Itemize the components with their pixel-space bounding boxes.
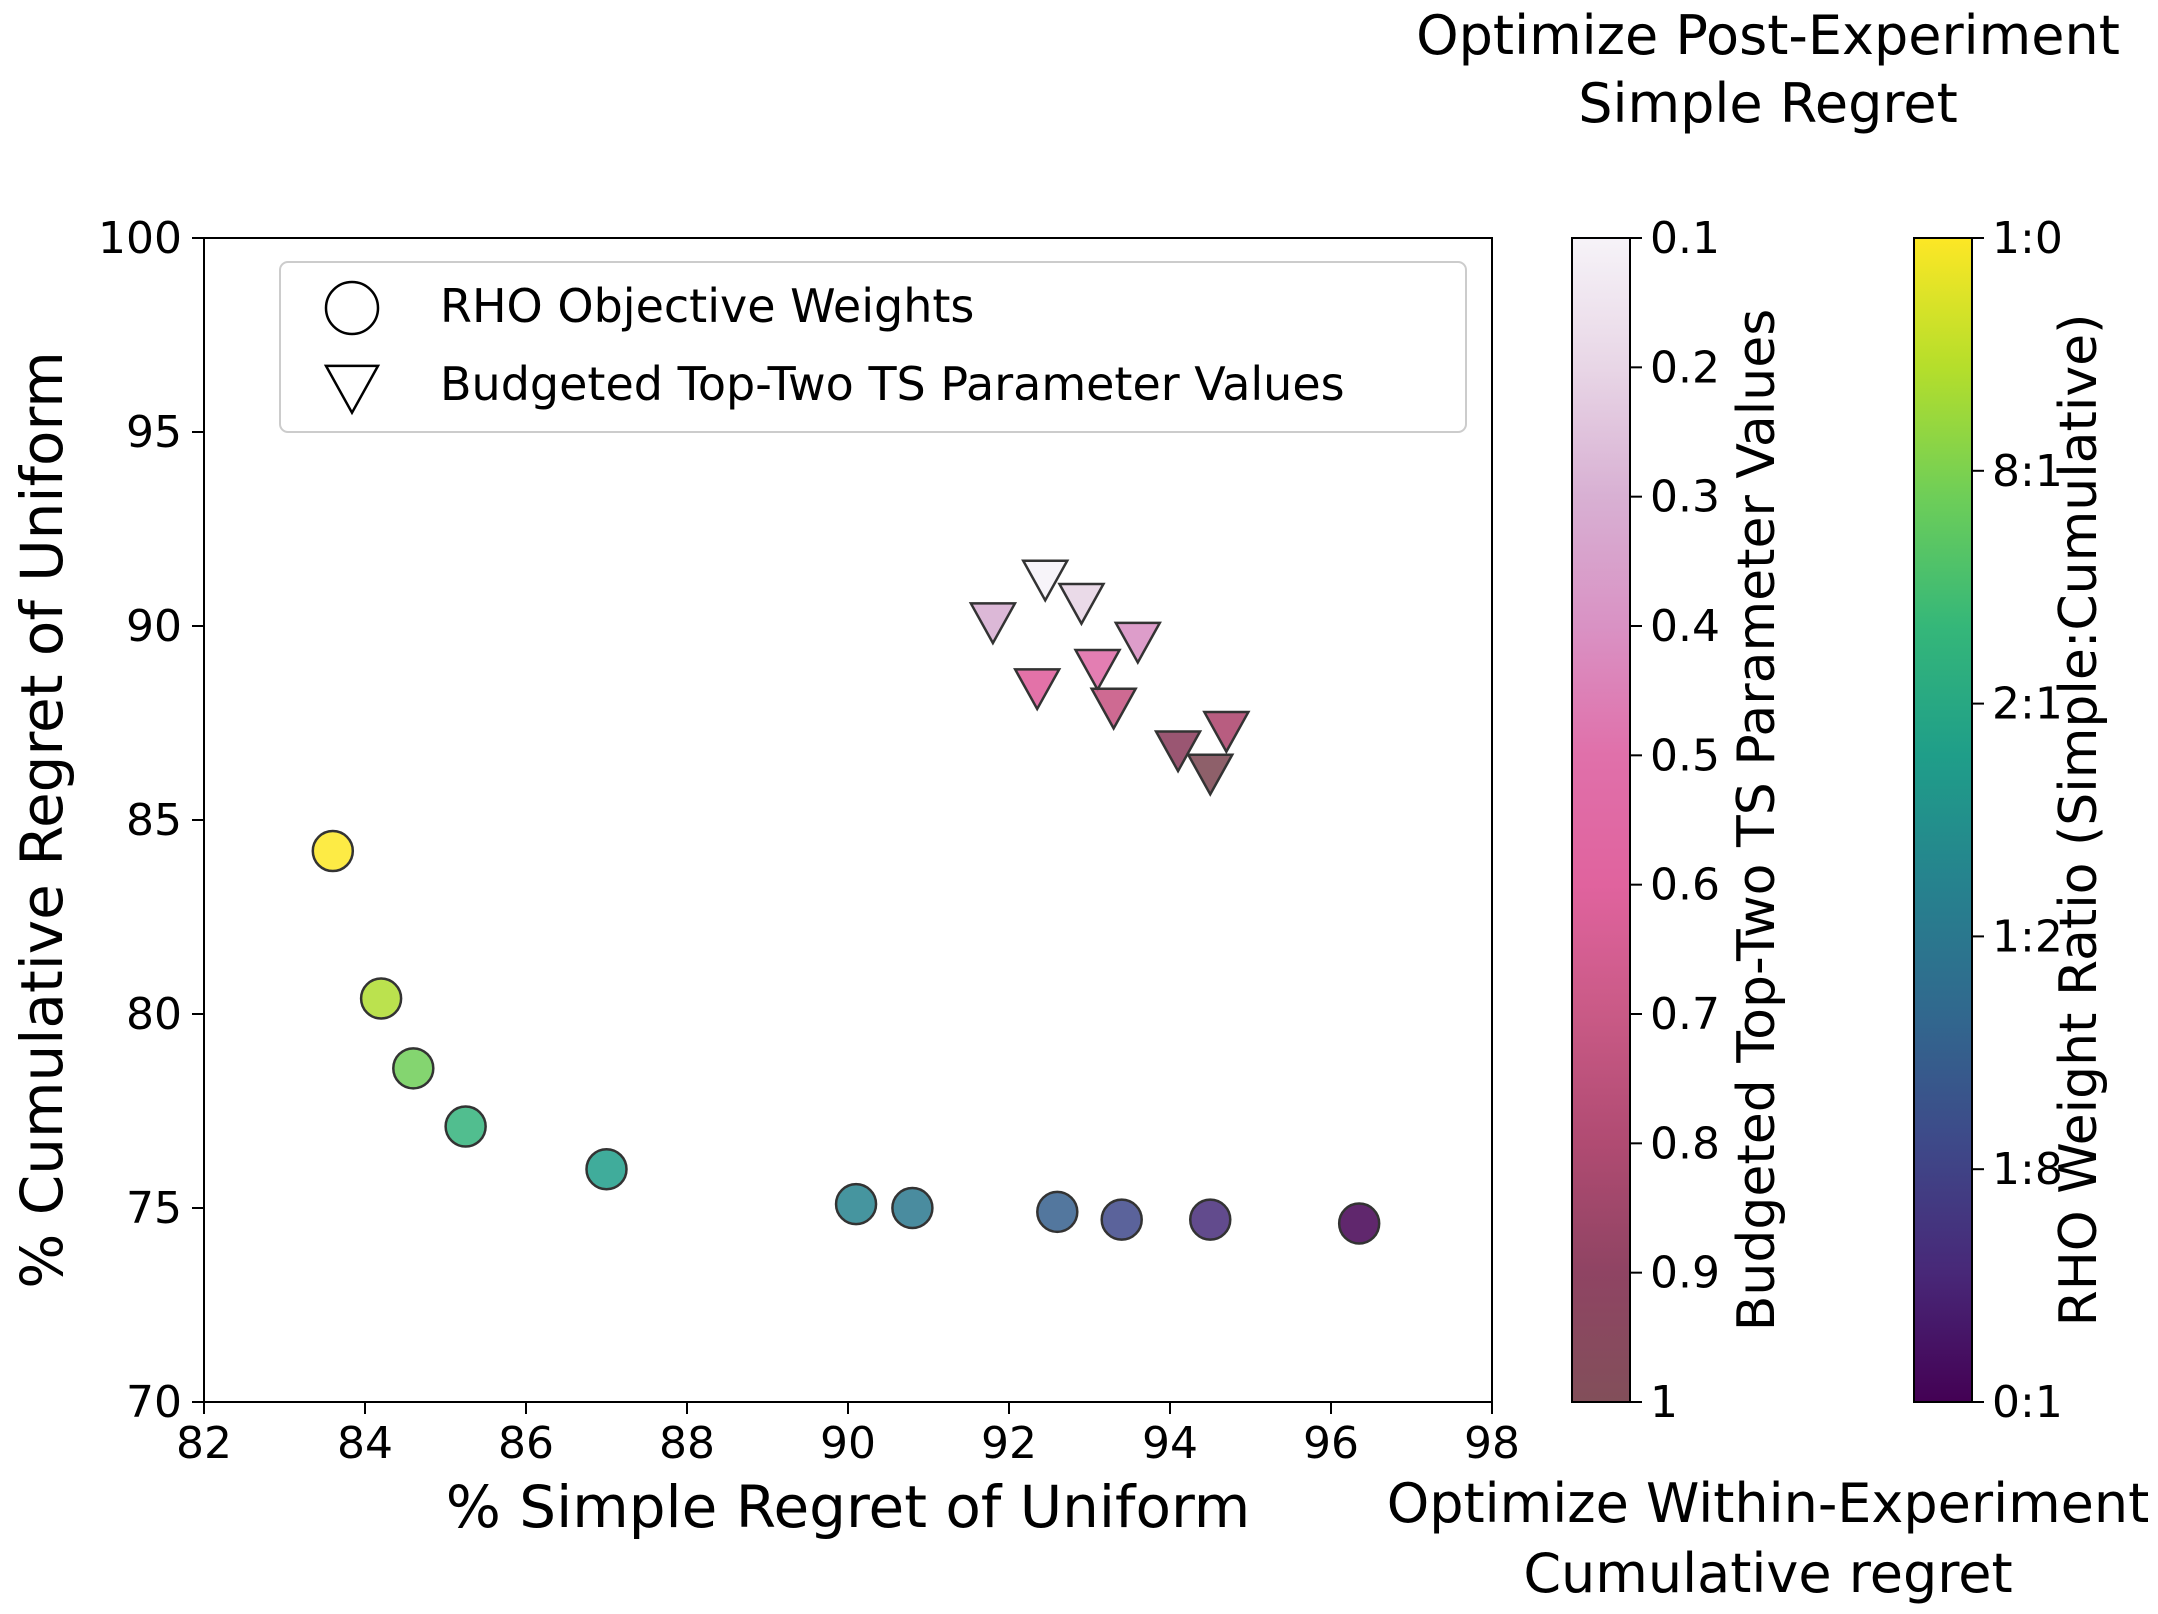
y-tick-label: 80 [126, 989, 182, 1040]
rho-point [1100, 1198, 1143, 1241]
colorbar-rho-weight-ratio: 1:0 8:1 2:1 1:2 1:8 0:1 RHO Weight Ratio (Simp… [1913, 213, 2109, 1428]
y-tick-label: 95 [126, 407, 182, 458]
colorbar-tick-label: 0.2 [1650, 342, 1720, 393]
rho-point [1036, 1190, 1079, 1234]
bottom-annotation-line-2: Cumulative regret [1523, 1542, 2012, 1605]
colorbar-tick-label: 0.5 [1650, 730, 1720, 781]
legend-circle-icon [324, 280, 380, 336]
rho-point [585, 1147, 628, 1191]
x-axis-label: % Simple Regret of Uniform [446, 1473, 1251, 1541]
legend-label-rho: RHO Objective Weights [440, 279, 974, 333]
x-tick-label: 94 [1142, 1418, 1198, 1469]
ts-point [1113, 621, 1162, 665]
x-tick-label: 86 [498, 1418, 554, 1469]
y-tick-label: 70 [126, 1377, 182, 1428]
ts-point [968, 602, 1018, 646]
y-axis-ticks: 70 75 80 85 90 95 100 [98, 213, 204, 1428]
rho-point [444, 1105, 487, 1148]
x-tick-label: 92 [981, 1418, 1037, 1469]
colorbar-tick-label: 1:2 [1992, 911, 2063, 962]
colorbar-ts-parameter: 0.1 0.2 0.3 0.4 0.5 0.6 0.7 0.8 0.9 1 Budgeted Top… [1571, 213, 1787, 1428]
colorbar-tick-label: 2:1 [1992, 679, 2063, 730]
rho-point [1337, 1202, 1381, 1245]
legend-box [279, 261, 1467, 433]
ts-point [1057, 582, 1106, 627]
colorbar-tick-label: 8:1 [1992, 446, 2063, 497]
rho-point [311, 829, 355, 873]
top-annotation-line-1: Optimize Post-Experiment [1416, 4, 2120, 67]
colorbar-tick-label: 0.9 [1650, 1248, 1720, 1299]
x-tick-label: 90 [820, 1418, 876, 1469]
data-points [311, 559, 1381, 1245]
y-axis-label: % Cumulative Regret of Uniform [8, 351, 76, 1289]
ts-point [1013, 668, 1062, 712]
rho-point [392, 1047, 435, 1090]
colorbar-tick-label: 1 [1650, 1377, 1678, 1428]
ts-point [1202, 710, 1251, 755]
ts-point [1021, 559, 1070, 603]
y-tick-label: 75 [126, 1183, 182, 1234]
y-tick-label: 100 [98, 213, 182, 264]
colorbar-tick-label: 0.1 [1650, 213, 1720, 264]
colorbar-gradient [1571, 237, 1631, 1403]
ts-point [1186, 753, 1235, 797]
x-tick-label: 96 [1303, 1418, 1359, 1469]
colorbar-tick-label: 0:1 [1992, 1377, 2063, 1428]
rho-point [359, 977, 403, 1020]
plot-area: 82 84 86 88 90 92 94 96 98 70 75 80 85 90 95 100 RHO O… [98, 213, 1520, 1469]
bottom-annotation-line-1: Optimize Within-Experiment [1387, 1472, 2150, 1535]
colorbar-label: Budgeted Top-Two TS Parameter Values [1727, 309, 1787, 1332]
rho-point [1189, 1198, 1232, 1241]
x-tick-label: 98 [1464, 1418, 1520, 1469]
ts-point [1153, 730, 1203, 774]
colorbar-tick-label: 0.7 [1650, 989, 1720, 1040]
x-axis-ticks: 82 84 86 88 90 92 94 96 98 [176, 1402, 1520, 1469]
ts-point [1089, 687, 1138, 731]
ts-point [1073, 648, 1122, 693]
colorbar-tick-label: 0.8 [1650, 1118, 1720, 1169]
colorbar-tick-label: 1:0 [1992, 213, 2063, 264]
colorbar-tick-label: 0.3 [1650, 472, 1720, 523]
legend-triangle-icon [323, 364, 381, 416]
rho-point [891, 1186, 934, 1230]
colorbar-tick-label: 0.6 [1650, 860, 1720, 911]
x-tick-label: 88 [659, 1418, 715, 1469]
colorbar-tick-label: 0.4 [1650, 601, 1720, 652]
y-tick-label: 90 [126, 601, 182, 652]
top-annotation-line-2: Simple Regret [1578, 72, 1958, 135]
legend: RHO Objective Weights Budgeted Top-Two TS… [279, 261, 1467, 433]
colorbar-label: RHO Weight Ratio (Simple:Cumulative) [2049, 314, 2109, 1327]
colorbar-tick-label: 1:8 [1992, 1144, 2063, 1195]
rho-point [834, 1182, 878, 1226]
colorbar-gradient [1913, 237, 1973, 1403]
x-tick-label: 84 [337, 1418, 393, 1469]
legend-label-ts: Budgeted Top-Two TS Parameter Values [440, 357, 1345, 411]
x-tick-label: 82 [176, 1418, 232, 1469]
y-tick-label: 85 [126, 795, 182, 846]
